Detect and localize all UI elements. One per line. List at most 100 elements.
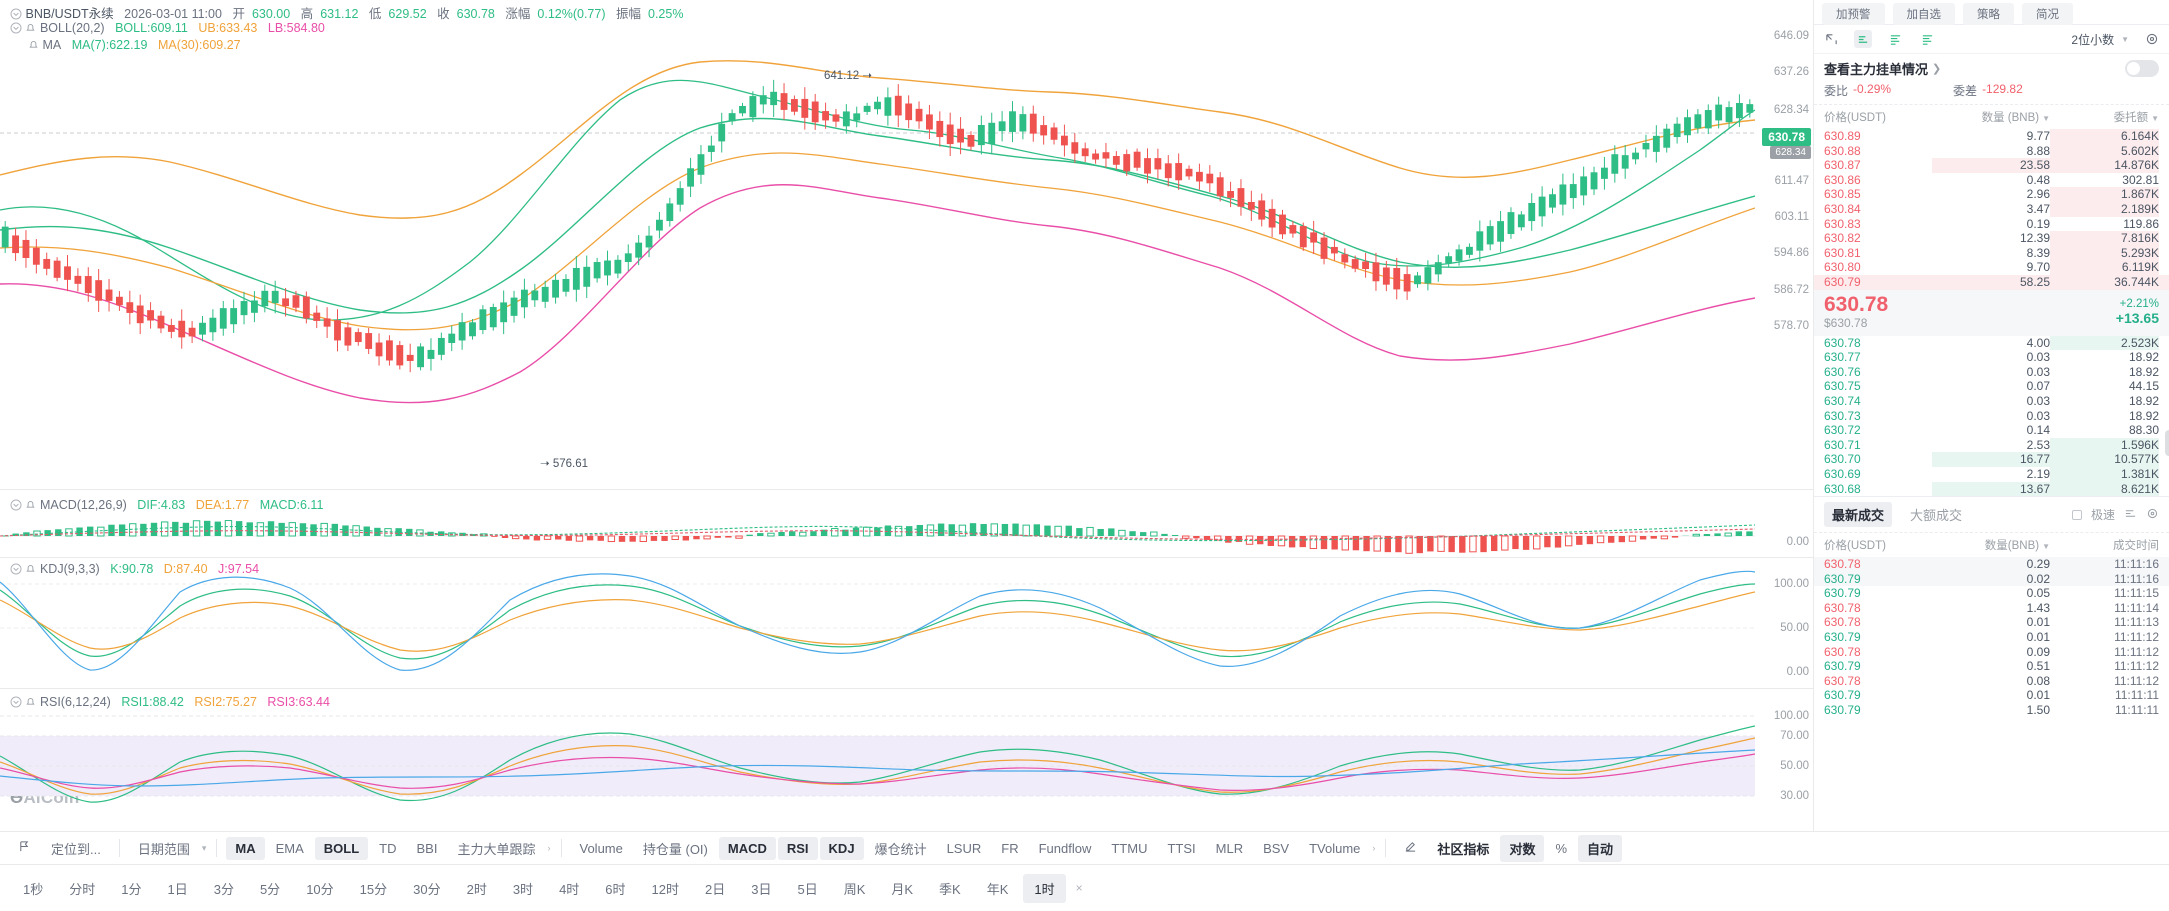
collapse-chevron-icon[interactable]	[10, 8, 22, 20]
timeframe-1分[interactable]: 1分	[121, 881, 142, 897]
indicator-TVolume[interactable]: TVolume	[1309, 840, 1361, 856]
alert-bell-icon[interactable]	[28, 40, 39, 51]
indicator-EMA[interactable]: EMA	[275, 840, 304, 856]
bid-row[interactable]: 630.72 0.14 88.30	[1814, 423, 2169, 438]
add-alert-button[interactable]: 加预警	[1822, 2, 1885, 25]
indicator-MACD[interactable]: MACD	[718, 836, 776, 860]
strategy-button[interactable]: 策略	[1963, 2, 2014, 25]
trade-row[interactable]: 630.78 0.09 11:11:12	[1814, 645, 2169, 660]
ask-row[interactable]: 630.85 2.96 1.867K	[1814, 187, 2169, 202]
bid-row[interactable]: 630.75 0.07 44.15	[1814, 379, 2169, 394]
timeframe-3日[interactable]: 3日	[751, 881, 772, 897]
timeframe-6时[interactable]: 6时	[605, 881, 626, 897]
trade-row[interactable]: 630.78 0.08 11:11:12	[1814, 674, 2169, 689]
bid-row[interactable]: 630.78 4.00 2.523K	[1814, 335, 2169, 351]
ask-row[interactable]: 630.89 9.77 6.164K	[1814, 129, 2169, 144]
indicator-TTMU[interactable]: TTMU	[1111, 840, 1148, 856]
date-range-button[interactable]: 日期范围	[137, 841, 190, 857]
bid-row[interactable]: 630.71 2.53 1.596K	[1814, 437, 2169, 453]
indicator-FR[interactable]: FR	[1001, 840, 1019, 856]
macd-pane[interactable]	[0, 489, 1755, 559]
ask-row[interactable]: 630.84 3.47 2.189K	[1814, 201, 2169, 217]
orderbook-col-amount[interactable]: 数量 (BNB) ▼	[1981, 112, 2050, 124]
bid-row[interactable]: 630.69 2.19 1.381K	[1814, 466, 2169, 482]
indicator-RSI[interactable]: RSI	[777, 836, 818, 860]
timeframe-10分[interactable]: 10分	[306, 881, 334, 897]
main-orders-link[interactable]: 查看主力挂单情况 ❯	[1814, 54, 2169, 80]
ask-row[interactable]: 630.83 0.19 119.86	[1814, 217, 2169, 232]
timeframe-4时[interactable]: 4时	[559, 881, 580, 897]
timeframe-1时[interactable]: 1时	[1023, 873, 1066, 903]
indicator-BSV[interactable]: BSV	[1263, 840, 1290, 856]
depth-asks-icon[interactable]	[1886, 30, 1904, 48]
locate-to-button[interactable]: 定位到...	[51, 841, 101, 857]
orderbook-toolbar[interactable]: 2位小数 ▼	[1814, 24, 2169, 54]
timeframe-12时[interactable]: 12时	[651, 881, 679, 897]
sort-icon[interactable]	[2124, 507, 2137, 523]
ask-row[interactable]: 630.87 23.58 14.876K	[1814, 158, 2169, 173]
indicator-持仓量 (OI)[interactable]: 持仓量 (OI)	[642, 841, 708, 857]
ask-row[interactable]: 630.86 0.48 302.81	[1814, 173, 2169, 188]
ask-row[interactable]: 630.82 12.39 7.816K	[1814, 231, 2169, 246]
indicator-BOLL[interactable]: BOLL	[314, 836, 369, 860]
add-watchlist-button[interactable]: 加自选	[1892, 2, 1955, 25]
bid-rows[interactable]: 630.78 4.00 2.523K 630.77 0.03 18.92 630.76 0.0…	[1814, 335, 2169, 497]
expand-panel-icon[interactable]	[1822, 30, 1840, 48]
trade-row[interactable]: 630.78 1.43 11:11:14	[1814, 601, 2169, 616]
locate-icon[interactable]	[9, 836, 40, 860]
more-right-indicators-icon[interactable]: ›	[1372, 843, 1376, 853]
community-indicators-button[interactable]: 社区指标	[1437, 841, 1490, 857]
trade-row[interactable]: 630.79 0.01 11:11:12	[1814, 630, 2169, 645]
trades-options[interactable]: 极速	[2071, 506, 2159, 523]
quick-action-buttons[interactable]: 加预警 加自选 策略 简况	[1814, 0, 2169, 25]
overview-button[interactable]: 简况	[2022, 2, 2073, 25]
indicator-KDJ[interactable]: KDJ	[819, 836, 864, 860]
decimals-selector[interactable]: 2位小数 ▼	[2071, 31, 2129, 48]
ask-row[interactable]: 630.88 8.88 5.602K	[1814, 143, 2169, 159]
kdj-pane[interactable]	[0, 570, 1755, 680]
timeframe-季K[interactable]: 季K	[939, 881, 961, 897]
indicator-TTSI[interactable]: TTSI	[1167, 840, 1196, 856]
timeframe-15分[interactable]: 15分	[359, 881, 388, 897]
trade-row[interactable]: 630.79 0.02 11:11:16	[1814, 571, 2169, 587]
timeframe-2时[interactable]: 2时	[466, 881, 487, 897]
depth-bids-icon[interactable]	[1918, 30, 1936, 48]
chevron-down-icon[interactable]: ▾	[201, 842, 207, 853]
timeframe-30分[interactable]: 30分	[413, 881, 441, 897]
collapse-chevron-icon[interactable]	[10, 696, 22, 708]
indicator-TD[interactable]: TD	[379, 840, 397, 856]
indicator-BBI[interactable]: BBI	[416, 840, 438, 856]
ask-row[interactable]: 630.81 8.39 5.293K	[1814, 245, 2169, 261]
bid-row[interactable]: 630.73 0.03 18.92	[1814, 409, 2169, 424]
timeframe-年K[interactable]: 年K	[986, 881, 1009, 897]
trade-row[interactable]: 630.79 0.05 11:11:15	[1814, 586, 2169, 601]
trade-row[interactable]: 630.79 1.50 11:11:11	[1814, 703, 2169, 718]
timeframe-月K[interactable]: 月K	[891, 881, 914, 897]
timeframe-2日[interactable]: 2日	[705, 881, 726, 897]
timeframe-周K[interactable]: 周K	[843, 881, 866, 897]
scale-option-对数[interactable]: 对数	[1500, 834, 1545, 862]
timeframe-分时[interactable]: 分时	[69, 881, 96, 897]
speed-checkbox[interactable]	[2071, 509, 2082, 520]
trade-rows[interactable]: 630.78 0.29 11:11:16 630.79 0.02 11:11:16 630.…	[1814, 557, 2169, 718]
scale-option-%[interactable]: %	[1555, 840, 1568, 856]
order-book-panel[interactable]: 加预警 加自选 策略 简况 2位小数 ▼ 查看主力挂单情况 ❯ 委比 -0.29…	[1813, 0, 2169, 864]
close-timeframe-icon[interactable]: ×	[1075, 881, 1083, 895]
depth-both-icon[interactable]	[1854, 30, 1872, 48]
trade-row[interactable]: 630.79 0.51 11:11:12	[1814, 659, 2169, 674]
indicator-LSUR[interactable]: LSUR	[946, 840, 982, 856]
timeframe-3分[interactable]: 3分	[213, 881, 234, 897]
panel-scroll-handle[interactable]	[2165, 430, 2169, 456]
tab-latest-trades[interactable]: 最新成交	[1824, 502, 1893, 528]
bid-row[interactable]: 630.68 13.67 8.621K	[1814, 481, 2169, 497]
indicator-toolbar[interactable]: 定位到... 日期范围 ▾ MA EMA BOLL TD BBI 主力大单跟踪 › Vol…	[0, 831, 2169, 864]
collapse-chevron-icon[interactable]	[10, 22, 22, 34]
ask-row[interactable]: 630.79 58.25 36.744K	[1814, 274, 2169, 290]
tab-large-trades[interactable]: 大额成交	[1910, 508, 1963, 524]
main-orders-toggle[interactable]	[2125, 60, 2159, 77]
alert-bell-icon[interactable]	[25, 500, 36, 511]
timeframe-1日[interactable]: 1日	[167, 881, 188, 897]
chart-area[interactable]: BNB/USDT永续 2026-03-01 11:00 开 630.00 高 631…	[0, 0, 1813, 911]
indicator-Fundflow[interactable]: Fundflow	[1038, 840, 1092, 856]
trade-row[interactable]: 630.78 0.29 11:11:16	[1814, 557, 2169, 572]
